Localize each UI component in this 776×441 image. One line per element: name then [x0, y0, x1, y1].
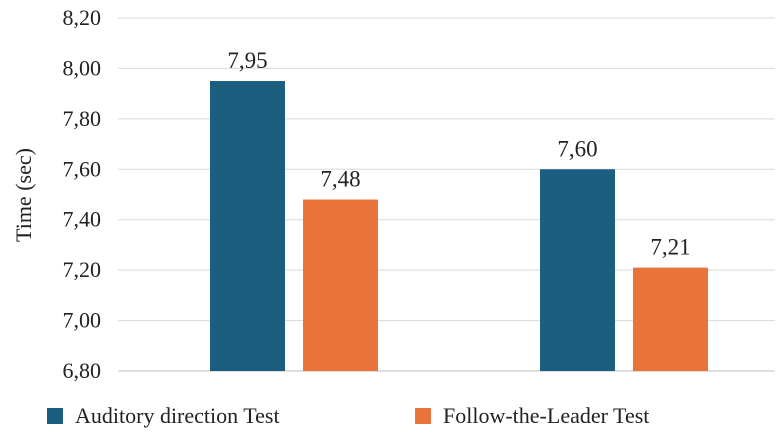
data-label: 7,21 [650, 235, 690, 260]
y-axis-title: Time (sec) [11, 148, 36, 242]
bars [210, 81, 708, 372]
y-axis-ticks: 6,80 7,00 7,20 7,40 7,60 7,80 8,00 8,20 [63, 5, 102, 383]
bar [303, 199, 378, 371]
data-labels: 7,95 7,60 7,48 7,21 [227, 48, 690, 260]
legend-label: Follow-the-Leader Test [443, 403, 649, 428]
data-label: 7,48 [320, 167, 360, 192]
legend-swatch [47, 408, 63, 424]
y-tick-label: 7,60 [63, 156, 102, 181]
y-tick-label: 7,20 [63, 257, 102, 282]
y-tick-label: 7,80 [63, 106, 102, 131]
bar [540, 169, 615, 371]
legend-label: Auditory direction Test [75, 403, 280, 428]
legend-swatch [415, 408, 431, 424]
y-tick-label: 7,40 [63, 207, 102, 232]
y-tick-label: 6,80 [63, 358, 102, 383]
y-tick-label: 8,00 [63, 55, 102, 80]
bar [633, 267, 708, 371]
data-label: 7,95 [227, 48, 267, 73]
legend: Auditory direction Test Follow-the-Leader… [47, 403, 649, 428]
y-tick-label: 7,00 [63, 308, 102, 333]
bar [210, 81, 285, 372]
y-tick-label: 8,20 [63, 5, 102, 30]
data-label: 7,60 [557, 136, 597, 161]
